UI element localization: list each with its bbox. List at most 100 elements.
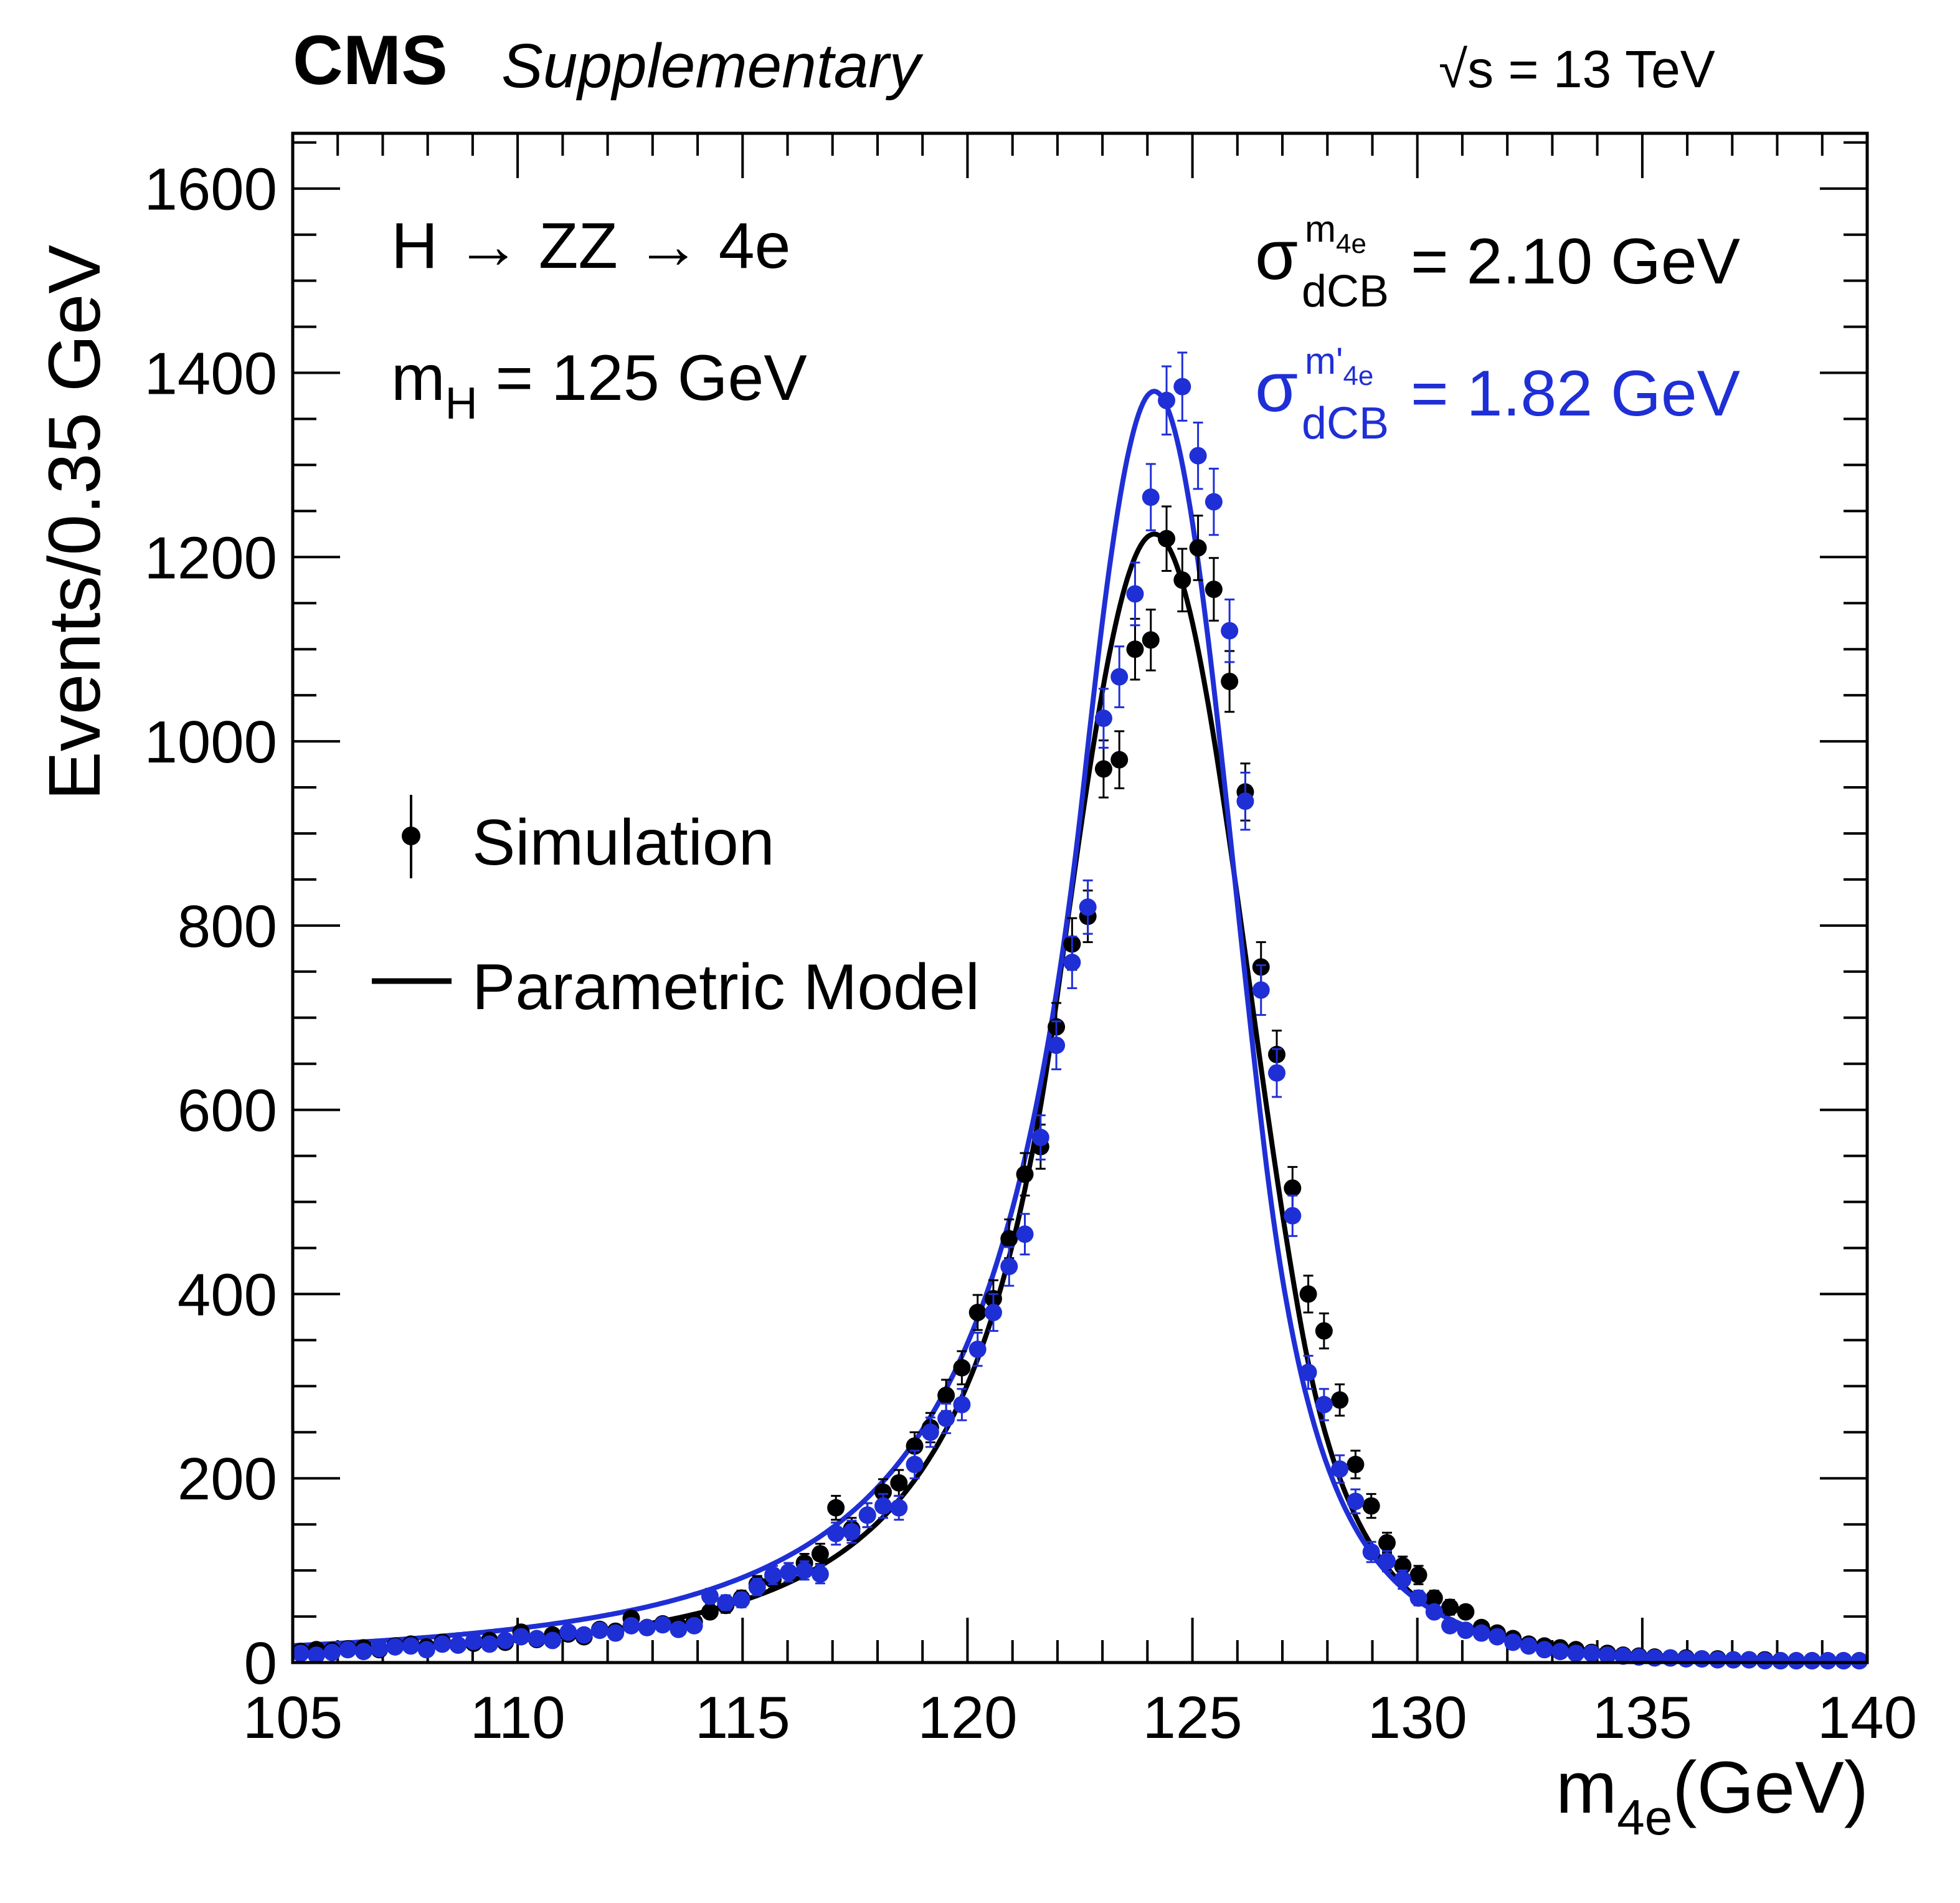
x-tick-label-120: 120 [917,1684,1017,1751]
data-point [1205,467,1223,536]
point-marker [590,1621,608,1640]
point-marker [1708,1651,1726,1669]
data-point [1708,1651,1726,1669]
point-marker [748,1578,766,1596]
data-point [1378,1550,1396,1573]
data-point [685,1616,703,1635]
point-marker [1787,1652,1806,1670]
legend-simulation-marker [402,795,420,878]
data-point [1850,1652,1868,1670]
point-marker [1378,1534,1396,1552]
data-point [433,1635,452,1653]
process-label: H → ZZ → 4e [391,210,790,282]
point-marker [968,1304,987,1322]
point-marker [307,1646,325,1664]
data-point [528,1630,546,1648]
data-point [1472,1624,1490,1642]
x-tick-label-140: 140 [1817,1684,1917,1751]
data-point [402,1637,420,1655]
point-marker [1142,488,1160,506]
point-marker [1835,1652,1853,1670]
point-marker [780,1564,798,1582]
point-marker [1236,792,1254,810]
point-marker [1079,898,1097,916]
data-point [1520,1637,1538,1655]
cms-label: CMS [293,21,448,99]
data-point [1299,1355,1317,1390]
point-marker [1205,581,1223,599]
point-marker [1173,377,1191,396]
point-marker [843,1522,861,1540]
x-axis-title-main: m [1556,1747,1617,1829]
point-marker [921,1423,939,1441]
data-point [1677,1650,1695,1668]
data-point [874,1478,892,1506]
data-point [1551,1643,1569,1661]
data-point [1126,617,1144,681]
point-marker [1819,1652,1837,1670]
point-marker [496,1631,514,1649]
data-point [1819,1652,1837,1670]
point-marker [1110,668,1129,686]
data-point [1725,1651,1743,1669]
point-marker [449,1636,467,1654]
data-point [481,1635,498,1653]
data-point [449,1636,467,1654]
sigma2-symbol: σ [1255,348,1298,426]
point-marker [417,1641,435,1659]
point-marker [1000,1230,1018,1248]
point-marker [1315,1322,1333,1340]
x-tick-label-135: 135 [1593,1684,1692,1751]
data-point [354,1643,372,1661]
point-marker [1472,1624,1490,1642]
point-marker [1488,1628,1506,1646]
data-point [1142,609,1160,672]
data-point [1158,365,1176,436]
data-point [906,1450,924,1479]
point-marker [984,1304,1002,1322]
data-point [874,1493,892,1519]
data-point [465,1632,483,1650]
data-point [937,1402,955,1435]
point-marker [1284,1207,1302,1225]
data-point [1441,1616,1459,1635]
point-marker [732,1591,750,1609]
point-marker [323,1643,341,1661]
data-point [339,1641,357,1659]
sigma1-sup-sub: 4e [1336,229,1366,259]
data-point [1803,1652,1821,1670]
point-marker [906,1456,924,1474]
point-marker [1315,1395,1333,1413]
point-marker [607,1624,625,1642]
y-tick-label-1400: 1400 [144,341,277,407]
data-point [953,1350,971,1385]
data-point [1236,771,1254,831]
point-marker [890,1499,908,1517]
data-point [1094,688,1112,749]
data-point [1142,463,1160,531]
data-point [953,1388,971,1421]
plot-frame [291,131,1869,1664]
point-marker [1126,585,1144,603]
data-point [1252,964,1270,1016]
data-point [291,1644,310,1663]
point-marker [953,1359,971,1377]
data-point [701,1603,719,1621]
point-marker [544,1631,562,1649]
point-marker [559,1623,577,1641]
data-point [1000,1246,1018,1287]
data-point [858,1502,876,1529]
sigma2-value: = 1.82 GeV [1411,358,1740,430]
sigma2-sup: m'4e [1305,340,1373,391]
data-point [1756,1652,1774,1670]
sigma1-value: = 2.10 GeV [1411,225,1740,298]
point-marker [1126,640,1144,658]
data-point [1173,351,1191,422]
point-marker [402,1637,420,1655]
x-tick-label-125: 125 [1142,1684,1242,1751]
point-marker [858,1506,876,1524]
point-marker [433,1635,452,1653]
series-0-points [291,505,1868,1670]
svg-text:m4e(GeV): m4e(GeV) [1556,1747,1868,1845]
